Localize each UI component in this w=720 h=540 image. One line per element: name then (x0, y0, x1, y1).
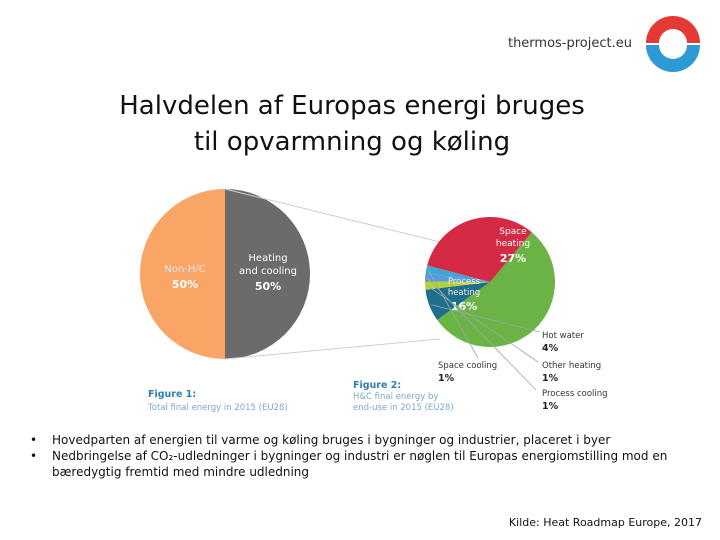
figure1-subtitle: Total final energy in 2015 (EU28) (147, 403, 288, 413)
title-line-2: til opvarmning og køling (193, 127, 511, 157)
figure2-subtitle: end-use in 2015 (EU28) (353, 403, 454, 413)
bullet-item: • Nedbringelse af CO₂-udledninger i bygn… (30, 448, 690, 480)
site-url: thermos-project.eu (507, 36, 632, 51)
bullet-dot: • (30, 449, 38, 463)
pie1-label: and cooling (239, 266, 297, 277)
pie2-value-label: 1% (542, 401, 559, 412)
pie1-label: Non-H/C (164, 264, 205, 275)
pie2-label: heating (496, 239, 530, 249)
pie2-label: Process cooling (542, 389, 608, 399)
bullet-dot: • (30, 433, 38, 447)
pie2-slice (425, 265, 490, 282)
bullet-text: Hovedparten af energien til varme og køl… (52, 433, 611, 447)
pie2-value-label: 1% (438, 373, 455, 384)
page-title: Halvdelen af Europas energi bruges til o… (0, 88, 704, 160)
logo-bottom-half (646, 45, 700, 72)
pie2-slice (425, 273, 490, 282)
connector-line (224, 338, 441, 360)
pie2-label: Process (448, 277, 481, 287)
leader-line (426, 285, 539, 363)
figure2-subtitle: H&C final energy by (353, 392, 438, 402)
pie2-label: Space cooling (438, 361, 497, 371)
source-note: Kilde: Heat Roadmap Europe, 2017 (508, 516, 702, 529)
pie2-label: Other heating (542, 361, 601, 371)
pie1-value-label: 50% (255, 280, 281, 293)
pie2-slice (427, 217, 532, 282)
pie2-value-label: 4% (542, 343, 559, 354)
thermos-logo-icon (646, 16, 700, 72)
pie2-value-label: 16% (451, 300, 477, 313)
pie2-slice (425, 282, 490, 320)
pie1-label: Heating (248, 253, 287, 264)
pie2-value-label: 1% (542, 373, 559, 384)
pie1-slice (225, 189, 310, 359)
bullet-text: Nedbringelse af CO₂-udledninger i bygnin… (52, 449, 668, 479)
logo-top-half (646, 16, 700, 43)
leader-line (426, 277, 537, 391)
figure2-title: Figure 2: (353, 380, 401, 391)
leader-line (427, 269, 479, 359)
leader-line (431, 304, 541, 333)
pie2-label: heating (448, 288, 480, 298)
bullet-list: • Hovedparten af energien til varme og k… (30, 432, 690, 480)
pie1-value-label: 50% (172, 278, 198, 291)
pie2-value-label: 27% (500, 252, 526, 265)
pie-charts: Non-H/C 50% Heating and cooling 50% Space heat… (140, 188, 608, 413)
title-line-1: Halvdelen af Europas energi bruges (119, 91, 585, 121)
pie2-slice (425, 281, 490, 290)
pie2-label: Space (499, 227, 527, 237)
connector-line (224, 188, 441, 243)
figure1-title: Figure 1: (148, 389, 196, 400)
pie1-slice (140, 189, 225, 359)
pie2-label: Hot water (542, 331, 584, 341)
bullet-item: • Hovedparten af energien til varme og k… (30, 432, 690, 448)
